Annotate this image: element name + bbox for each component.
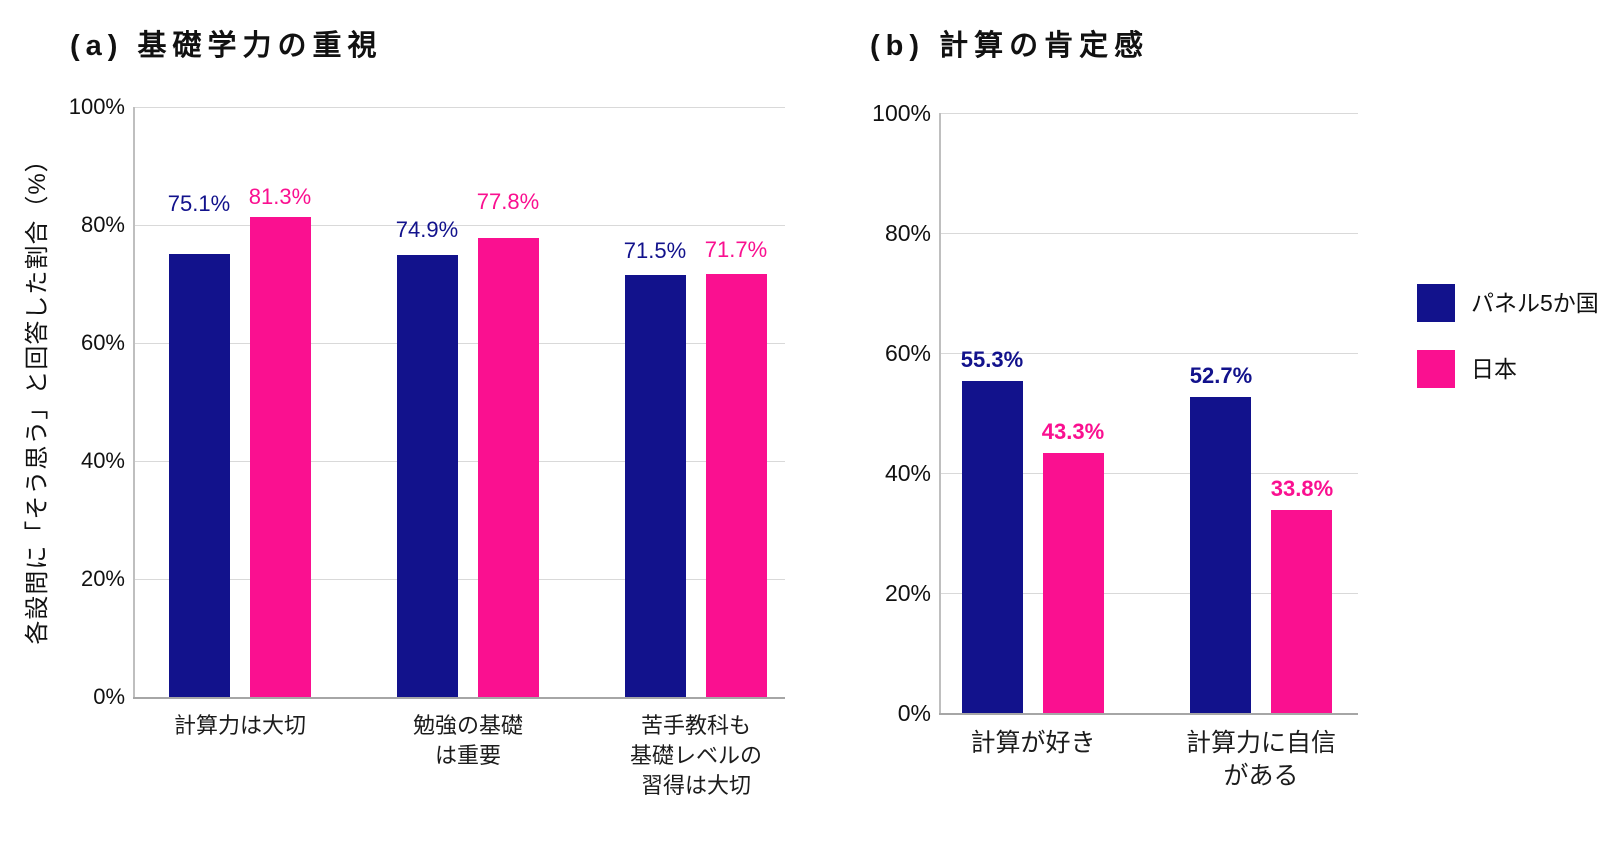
- category-label: 計算力に自信 がある: [1185, 729, 1336, 790]
- y-tick-label: 20%: [80, 566, 125, 591]
- value-label: 74.9%: [395, 217, 459, 242]
- bar-b-0-panel5: [962, 381, 1023, 713]
- gridline: [941, 473, 1358, 474]
- value-label: 71.7%: [704, 237, 768, 262]
- value-label: 43.3%: [1041, 419, 1105, 444]
- y-tick-label: 60%: [80, 330, 125, 355]
- gridline: [135, 225, 785, 226]
- bar-b-1-japan: [1271, 510, 1332, 713]
- y-tick-label: 20%: [884, 580, 931, 606]
- gridline: [941, 353, 1358, 354]
- legend-label-panel5: パネル5か国: [1471, 290, 1599, 316]
- gridline: [941, 233, 1358, 234]
- legend-swatch-panel5: [1417, 284, 1455, 322]
- bar-a-2-japan: [706, 274, 767, 697]
- category-label: 苦手教科も 基礎レベルの 習得は大切: [629, 713, 762, 798]
- bar-b-1-panel5: [1190, 397, 1251, 713]
- category-label: 計算が好き: [970, 729, 1096, 757]
- y-tick-label: 80%: [80, 212, 125, 237]
- legend-label-japan: 日本: [1471, 356, 1517, 382]
- y-tick-label: 40%: [80, 448, 125, 473]
- bar-a-1-panel5: [397, 255, 458, 697]
- y-tick-label: 100%: [872, 100, 931, 126]
- chart-a-title: (a) 基礎学力の重視: [70, 30, 383, 62]
- bar-a-0-japan: [250, 217, 311, 697]
- legend: パネル5か国 日本: [1417, 284, 1599, 416]
- gridline: [135, 461, 785, 462]
- bar-b-0-japan: [1043, 453, 1104, 713]
- y-tick-label: 100%: [68, 94, 125, 119]
- bar-a-0-panel5: [169, 254, 230, 697]
- y-axis-line: [939, 113, 941, 713]
- value-label: 55.3%: [960, 347, 1024, 372]
- y-tick-label: 60%: [884, 340, 931, 366]
- x-axis-line: [939, 713, 1358, 715]
- legend-item-japan: 日本: [1417, 350, 1599, 388]
- chart-b-title: (b) 計算の肯定感: [870, 30, 1150, 62]
- y-tick-label: 0%: [897, 700, 931, 726]
- legend-swatch-japan: [1417, 350, 1455, 388]
- value-label: 52.7%: [1189, 363, 1253, 388]
- y-axis-line: [133, 107, 135, 697]
- value-label: 77.8%: [476, 189, 540, 214]
- gridline: [135, 579, 785, 580]
- gridline: [941, 593, 1358, 594]
- y-tick-label: 0%: [93, 684, 125, 709]
- bar-a-2-panel5: [625, 275, 686, 697]
- gridline: [135, 107, 785, 108]
- x-axis-line: [133, 697, 785, 699]
- gridline: [941, 113, 1358, 114]
- gridline: [135, 343, 785, 344]
- legend-item-panel5: パネル5か国: [1417, 284, 1599, 322]
- value-label: 33.8%: [1270, 476, 1334, 501]
- value-label: 81.3%: [248, 184, 312, 209]
- bar-a-1-japan: [478, 238, 539, 697]
- y-tick-label: 80%: [884, 220, 931, 246]
- value-label: 75.1%: [167, 191, 231, 216]
- y-tick-label: 40%: [884, 460, 931, 486]
- category-label: 勉強の基礎 は重要: [412, 713, 523, 768]
- category-label: 計算力は大切: [173, 713, 306, 738]
- value-label: 71.5%: [623, 238, 687, 263]
